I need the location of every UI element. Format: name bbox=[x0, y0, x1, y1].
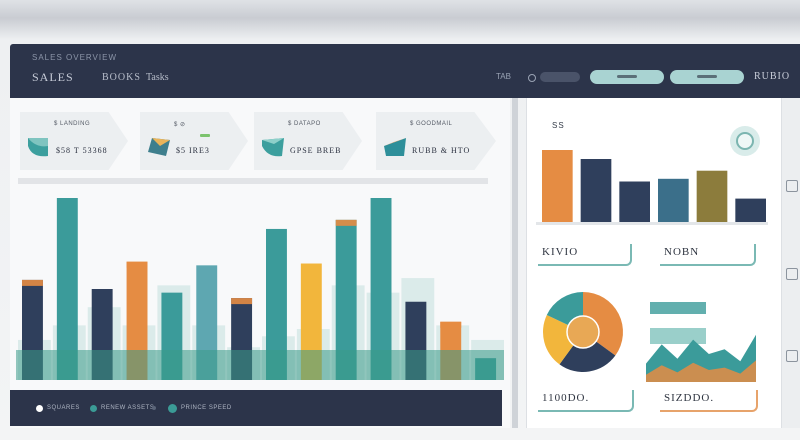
data-bar bbox=[266, 228, 287, 380]
data-bar bbox=[542, 150, 573, 222]
panel-separator bbox=[512, 98, 518, 428]
toolbar-list-icon[interactable] bbox=[786, 268, 798, 280]
data-bar bbox=[658, 178, 689, 222]
legend-dot-icon bbox=[36, 404, 43, 412]
donut-chart bbox=[543, 292, 623, 372]
brand-title: SALES bbox=[32, 70, 74, 84]
menu-item-books[interactable]: BOOKS bbox=[102, 72, 141, 83]
metric-field-label: SIZDDO. bbox=[664, 392, 715, 404]
top-navigation-bar: SALES OVERVIEW SALES BOOKS Tasks TAB RUB… bbox=[10, 44, 800, 98]
notification-icon[interactable] bbox=[528, 74, 536, 82]
kpi-card-4[interactable]: $ GOODMAIL RUBB & HTO bbox=[376, 112, 496, 170]
legend-item-4[interactable]: PRINCE SPEED bbox=[168, 403, 232, 413]
data-bar bbox=[335, 219, 357, 380]
menu-item-tasks[interactable]: Tasks bbox=[146, 72, 169, 83]
main-bar-chart bbox=[16, 198, 504, 380]
data-bar bbox=[696, 170, 728, 222]
kpi-value: $58 T 53368 bbox=[56, 146, 108, 155]
kpi-value: GPSE BREB bbox=[290, 146, 342, 155]
toolbar-expand-icon[interactable] bbox=[786, 180, 798, 192]
filter-button[interactable] bbox=[590, 70, 664, 84]
kpi-shape-icon bbox=[148, 138, 170, 156]
metric-field-label: KIVIO bbox=[542, 246, 579, 258]
dashboard-subtitle: SALES OVERVIEW bbox=[32, 53, 117, 62]
user-name[interactable]: RUBIO bbox=[754, 71, 791, 82]
kpi-trend-marker bbox=[200, 134, 210, 137]
right-toolbar bbox=[782, 98, 800, 428]
legend-label: RENEW ASSETS bbox=[101, 405, 155, 411]
bar-cap bbox=[231, 298, 253, 305]
legend-item-2[interactable]: RENEW ASSETS bbox=[90, 403, 154, 413]
bar-cap bbox=[335, 219, 357, 226]
legend-bar: SQUARES RENEW ASSETS PRINCE SPEED bbox=[10, 390, 502, 426]
kpi-shape-icon bbox=[384, 138, 406, 156]
legend-dot-icon bbox=[152, 406, 156, 410]
kpi-label: $ LANDING bbox=[54, 121, 91, 127]
legend-item-1[interactable]: SQUARES bbox=[36, 403, 80, 413]
kpi-card-1[interactable]: $ LANDING $58 T 53368 bbox=[20, 112, 128, 170]
legend-swatch bbox=[650, 302, 706, 314]
export-button[interactable] bbox=[670, 70, 744, 84]
pie-slice bbox=[543, 314, 574, 365]
area-series bbox=[646, 360, 756, 382]
toolbar-grid-icon[interactable] bbox=[786, 350, 798, 362]
settings-gear-icon[interactable] bbox=[730, 126, 760, 156]
donut-center bbox=[566, 315, 600, 349]
chart-baseline bbox=[536, 222, 768, 225]
area-chart bbox=[646, 302, 756, 382]
kpi-label: $ GOODMAIL bbox=[410, 121, 453, 127]
kpi-card-2[interactable]: $ ⊘ $5 IRE3 bbox=[140, 112, 248, 170]
data-bar bbox=[370, 198, 392, 380]
section-divider bbox=[18, 178, 488, 184]
data-bar bbox=[56, 198, 78, 380]
kpi-label: $ DATAPO bbox=[288, 121, 321, 127]
pie-slice bbox=[583, 292, 623, 356]
kpi-value: RUBB & HTO bbox=[412, 146, 471, 155]
nav-tab-label[interactable]: TAB bbox=[496, 72, 511, 81]
pie-slice bbox=[546, 292, 583, 326]
kpi-label: $ ⊘ bbox=[174, 122, 186, 128]
bar-cap bbox=[126, 261, 148, 268]
kpi-value: $5 IRE3 bbox=[176, 146, 210, 155]
legend-label: SQUARES bbox=[47, 405, 80, 411]
metric-field-2[interactable]: NOBN bbox=[660, 244, 756, 266]
kpi-shape-icon bbox=[262, 138, 284, 157]
metric-field-1[interactable]: KIVIO bbox=[538, 244, 632, 266]
kpi-shape-icon bbox=[28, 138, 48, 157]
side-chart-title: SS bbox=[552, 121, 565, 130]
kpi-card-3[interactable]: $ DATAPO GPSE BREB bbox=[254, 112, 362, 170]
metric-field-label: NOBN bbox=[664, 246, 700, 258]
legend-dot-icon bbox=[90, 404, 97, 412]
baseline-band bbox=[16, 350, 504, 380]
data-bar bbox=[619, 181, 650, 222]
bar-cap bbox=[440, 321, 462, 328]
bar-cap bbox=[22, 279, 43, 286]
legend-label: PRINCE SPEED bbox=[181, 405, 232, 411]
side-bar-chart bbox=[536, 150, 768, 225]
data-bar bbox=[580, 159, 612, 222]
legend-dot-icon bbox=[168, 403, 177, 413]
pie-slice bbox=[559, 341, 616, 372]
search-bar[interactable] bbox=[540, 72, 580, 82]
legend-swatch bbox=[650, 328, 706, 344]
data-bar bbox=[735, 198, 766, 222]
legend-item-3[interactable] bbox=[152, 403, 160, 413]
metric-field-4[interactable]: SIZDDO. bbox=[660, 390, 758, 412]
metric-field-3[interactable]: 1100DO. bbox=[538, 390, 634, 412]
metric-field-label: 1100DO. bbox=[542, 392, 590, 404]
